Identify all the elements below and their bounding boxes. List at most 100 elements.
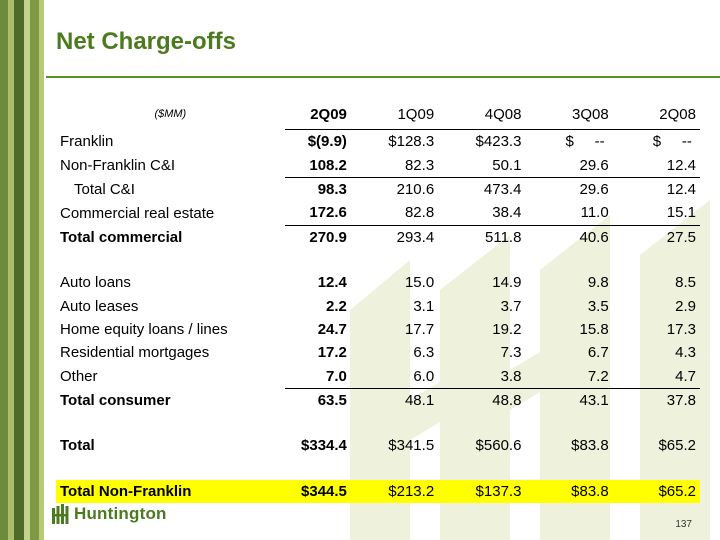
cell: 3.7 bbox=[500, 297, 522, 315]
page-title: Net Charge-offs bbox=[56, 28, 237, 55]
logo-text: Huntington bbox=[74, 504, 167, 523]
cell: 43.1 bbox=[525, 387, 613, 413]
cell: 12.4 bbox=[666, 156, 696, 174]
cell: 270.9 bbox=[284, 224, 351, 249]
cell: 3.5 bbox=[587, 297, 609, 315]
cell: $ -- bbox=[565, 133, 605, 151]
table-header-row: ($MM) 2Q09 1Q09 4Q08 3Q08 2Q08 bbox=[56, 99, 700, 130]
background-watermark bbox=[350, 200, 710, 540]
cell: 11.0 bbox=[580, 204, 609, 222]
cell: 82.3 bbox=[404, 156, 435, 174]
row-label: Other bbox=[60, 367, 98, 385]
column-header: 2Q08 bbox=[612, 99, 700, 130]
table-row: Auto loans 12.4 15.0 14.9 9.8 8.5 bbox=[56, 271, 700, 294]
row-label: Total Non-Franklin bbox=[56, 479, 285, 504]
cell: 2.9 bbox=[675, 297, 696, 315]
table-row: Franklin $(9.9) $128.3 $423.3 $ -- $ -- bbox=[56, 130, 700, 154]
cell: 37.8 bbox=[612, 387, 700, 413]
huntington-logo: Huntington bbox=[52, 504, 167, 524]
table-row: Total $334.4 $341.5 $560.6 $83.8 $65.2 bbox=[56, 434, 700, 457]
cell: 27.5 bbox=[612, 224, 700, 249]
cell: 40.6 bbox=[525, 224, 613, 249]
spacer-row bbox=[56, 458, 700, 480]
cell: 29.6 bbox=[525, 176, 613, 202]
cell: 3.1 bbox=[413, 297, 435, 315]
row-label: Franklin bbox=[60, 132, 114, 150]
cell: 6.7 bbox=[587, 344, 609, 362]
cell: 6.0 bbox=[413, 367, 435, 385]
huntington-logo-icon bbox=[52, 504, 69, 524]
cell: 38.4 bbox=[492, 204, 522, 222]
cell: 15.0 bbox=[404, 274, 435, 292]
table-row: Other 7.0 6.0 3.8 7.2 4.7 bbox=[56, 365, 700, 389]
cell: 2.2 bbox=[326, 297, 347, 315]
cell: 4.3 bbox=[675, 344, 696, 362]
cell: 473.4 bbox=[438, 176, 526, 202]
cell: 15.8 bbox=[579, 320, 609, 338]
row-label: Residential mortgages bbox=[60, 344, 210, 362]
cell: 3.8 bbox=[500, 367, 522, 385]
cell: 82.8 bbox=[404, 204, 435, 222]
cell: $137.3 bbox=[438, 479, 526, 504]
table-row: Total commercial 270.9 293.4 511.8 40.6 … bbox=[56, 224, 700, 249]
cell: 293.4 bbox=[350, 224, 439, 249]
table-row: Non-Franklin C&I 108.2 82.3 50.1 29.6 12… bbox=[56, 153, 700, 177]
table-row: Residential mortgages 17.2 6.3 7.3 6.7 4… bbox=[56, 341, 700, 364]
row-label: Auto loans bbox=[60, 274, 131, 292]
cell: 6.3 bbox=[413, 344, 435, 362]
cell: 48.8 bbox=[438, 387, 526, 413]
row-label: Total commercial bbox=[60, 228, 183, 246]
row-label: Total C&I bbox=[74, 180, 135, 198]
cell: 8.5 bbox=[675, 274, 696, 292]
column-header: 1Q09 bbox=[350, 99, 439, 130]
row-label: Non-Franklin C&I bbox=[60, 156, 176, 174]
cell: 19.2 bbox=[492, 320, 522, 338]
table-row: Auto leases 2.2 3.1 3.7 3.5 2.9 bbox=[56, 294, 700, 317]
table-row: Total C&I 98.3 210.6 473.4 29.6 12.4 bbox=[56, 176, 700, 202]
column-header: 2Q09 bbox=[284, 99, 351, 130]
cell: $344.5 bbox=[284, 479, 351, 504]
cell: 17.2 bbox=[317, 344, 347, 362]
row-label: Auto leases bbox=[60, 297, 139, 315]
decorative-stripes bbox=[0, 0, 44, 540]
cell: $ -- bbox=[652, 133, 692, 151]
cell: 14.9 bbox=[492, 274, 522, 292]
column-header: 3Q08 bbox=[525, 99, 613, 130]
table-row-highlighted: Total Non-Franklin $344.5 $213.2 $137.3 … bbox=[56, 479, 700, 504]
cell: $341.5 bbox=[388, 437, 435, 455]
cell: 63.5 bbox=[284, 387, 351, 413]
spacer-row bbox=[56, 412, 700, 434]
cell: 29.6 bbox=[579, 156, 609, 174]
cell: $334.4 bbox=[301, 437, 347, 455]
table-row: Commercial real estate 172.6 82.8 38.4 1… bbox=[56, 201, 700, 225]
net-charge-offs-table: ($MM) 2Q09 1Q09 4Q08 3Q08 2Q08 Franklin … bbox=[56, 99, 700, 504]
cell: 172.6 bbox=[309, 204, 347, 222]
cell: 9.8 bbox=[587, 274, 609, 292]
cell: $83.8 bbox=[571, 437, 609, 455]
unit-label: ($MM) bbox=[154, 108, 187, 121]
cell: 7.2 bbox=[587, 367, 609, 385]
cell: $65.2 bbox=[612, 479, 700, 504]
cell: 511.8 bbox=[438, 224, 526, 249]
row-label: Home equity loans / lines bbox=[60, 320, 228, 338]
cell: $128.3 bbox=[388, 133, 435, 151]
cell: 17.7 bbox=[404, 320, 435, 338]
cell: 48.1 bbox=[350, 387, 439, 413]
row-label: Commercial real estate bbox=[60, 204, 215, 222]
cell: $(9.9) bbox=[307, 133, 347, 151]
row-label: Total bbox=[60, 437, 95, 455]
table-row: Home equity loans / lines 24.7 17.7 19.2… bbox=[56, 318, 700, 341]
cell: $83.8 bbox=[525, 479, 613, 504]
cell: 7.0 bbox=[326, 367, 347, 385]
cell: 4.7 bbox=[675, 367, 696, 385]
cell: $65.2 bbox=[658, 437, 696, 455]
cell: $213.2 bbox=[350, 479, 439, 504]
column-header: 4Q08 bbox=[438, 99, 526, 130]
row-label: Total consumer bbox=[60, 391, 171, 409]
cell: 12.4 bbox=[612, 176, 700, 202]
spacer-row bbox=[56, 249, 700, 271]
cell: $423.3 bbox=[475, 133, 522, 151]
cell: 210.6 bbox=[350, 176, 439, 202]
cell: 15.1 bbox=[666, 204, 696, 222]
table-row: Total consumer 63.5 48.1 48.8 43.1 37.8 bbox=[56, 387, 700, 413]
